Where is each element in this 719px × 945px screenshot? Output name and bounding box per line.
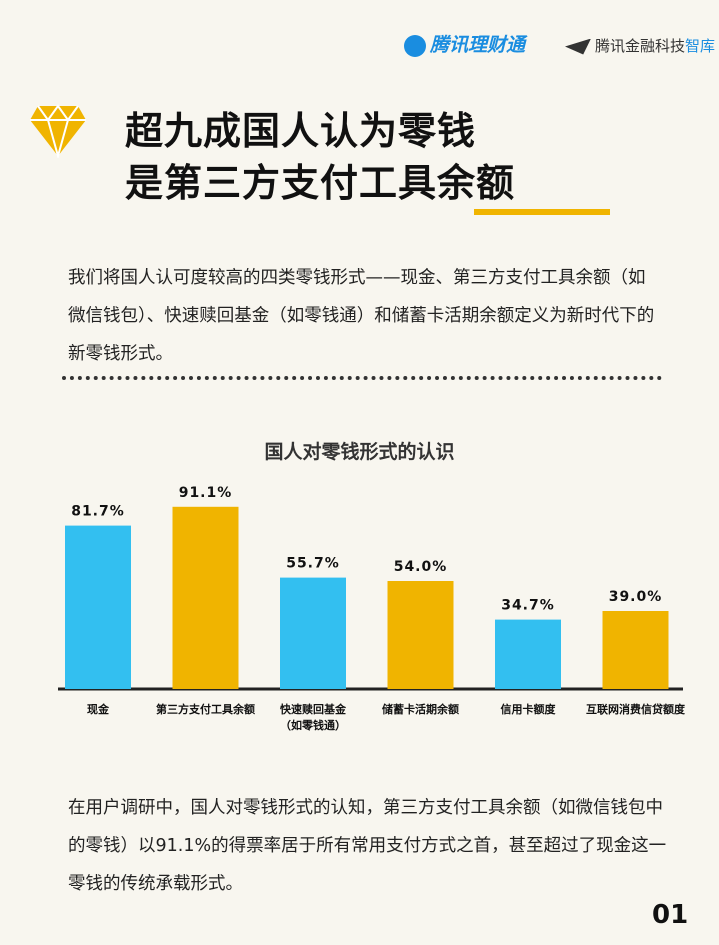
value-label: 54.0% [394, 559, 448, 575]
value-label: 34.7% [501, 598, 555, 614]
chart: 81.7% 91.1% 55.7% 54.0% 34.7% 39.0% [58, 485, 683, 691]
x-tick-label: 快速赎回基金 （如零钱通） [280, 703, 346, 732]
bar [172, 506, 239, 689]
x-labels: 现金 第三方支付工具余额 快速赎回基金 （如零钱通） 储蓄卡活期余额 信用卡额度 互联网消… [0, 702, 719, 742]
bar [495, 619, 561, 689]
title-line: 是第三方支付工具余额 [125, 161, 516, 205]
bar [65, 525, 131, 689]
logo-right-text: 腾讯金融科技 [595, 37, 686, 55]
x-tick-label: 现金 [87, 703, 109, 716]
logo-left-text: 腾讯理财通 [430, 34, 526, 56]
x-tick-label: 第三方支付工具余额 [156, 703, 255, 716]
title-underline [474, 209, 610, 215]
bar [387, 581, 454, 689]
value-label: 81.7% [71, 504, 125, 520]
page-number: 01 [652, 900, 689, 930]
intro-text: 我们将国人认可度较高的四类零钱形式——现金、第三方支付工具余额（如微信钱包）、快… [68, 268, 655, 364]
title-line: 超九成国人认为零钱 [125, 109, 477, 153]
logo-right-accent: 智库 [685, 37, 716, 55]
logo-right: 腾讯金融科技智库 [565, 35, 715, 56]
logo-left: 腾讯理财通 [404, 30, 525, 57]
x-tick-label: 信用卡额度 [500, 703, 556, 716]
divider [62, 376, 662, 380]
bar [280, 577, 346, 689]
conclusion-text: 在用户调研中，国人对零钱形式的认知，第三方支付工具余额（如微信钱包中的零钱）以9… [68, 798, 667, 894]
x-tick-label: 储蓄卡活期余额 [382, 703, 459, 716]
chart-title: 国人对零钱形式的认识 [264, 441, 455, 463]
x-tick-label: 互联网消费信贷额度 [586, 703, 685, 716]
value-label: 55.7% [286, 556, 340, 572]
bar [602, 611, 669, 689]
value-label: 91.1% [179, 485, 233, 501]
diamond-icon [30, 104, 86, 158]
value-label: 39.0% [609, 589, 663, 605]
